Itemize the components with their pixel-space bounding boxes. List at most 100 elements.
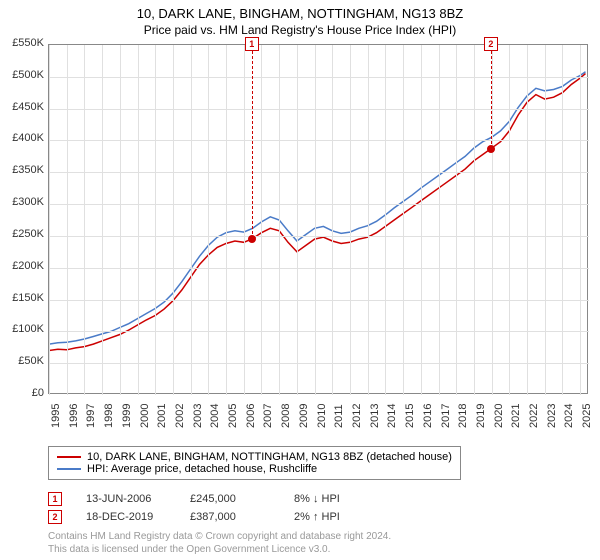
grid-line-h [49, 236, 589, 237]
grid-line-v [191, 45, 192, 395]
tx-marker-box: 2 [484, 37, 498, 51]
grid-line-v [403, 45, 404, 395]
ytick-label: £200K [0, 260, 44, 272]
xtick-label: 1995 [50, 398, 62, 428]
grid-line-v [545, 45, 546, 395]
grid-line-v [385, 45, 386, 395]
tx-date: 13-JUN-2006 [86, 493, 166, 505]
grid-line-v [279, 45, 280, 395]
tx-date: 18-DEC-2019 [86, 511, 166, 523]
xtick-label: 1999 [121, 398, 133, 428]
grid-line-v [509, 45, 510, 395]
xtick-label: 2020 [493, 398, 505, 428]
xtick-label: 1998 [103, 398, 115, 428]
grid-line-v [155, 45, 156, 395]
ytick-label: £550K [0, 37, 44, 49]
chart-title: 10, DARK LANE, BINGHAM, NOTTINGHAM, NG13… [0, 0, 600, 21]
grid-line-h [49, 77, 589, 78]
tx-marker-box: 1 [245, 37, 259, 51]
xtick-label: 2013 [369, 398, 381, 428]
tx-marker-line [491, 51, 492, 148]
footer-line-2: This data is licensed under the Open Gov… [48, 543, 391, 556]
xtick-label: 2024 [563, 398, 575, 428]
grid-line-h [49, 363, 589, 364]
xtick-label: 2008 [280, 398, 292, 428]
legend-label: 10, DARK LANE, BINGHAM, NOTTINGHAM, NG13… [87, 451, 452, 463]
legend-item: 10, DARK LANE, BINGHAM, NOTTINGHAM, NG13… [57, 451, 452, 463]
series-hpi [49, 72, 586, 344]
legend-item: HPI: Average price, detached house, Rush… [57, 463, 452, 475]
xtick-label: 2023 [546, 398, 558, 428]
tx-delta: 2% ↑ HPI [294, 511, 374, 523]
chart-subtitle: Price paid vs. HM Land Registry's House … [0, 21, 600, 37]
legend-label: HPI: Average price, detached house, Rush… [87, 463, 317, 475]
tx-delta: 8% ↓ HPI [294, 493, 374, 505]
ytick-label: £300K [0, 196, 44, 208]
xtick-label: 2009 [298, 398, 310, 428]
xtick-label: 2016 [422, 398, 434, 428]
grid-line-v [244, 45, 245, 395]
legend: 10, DARK LANE, BINGHAM, NOTTINGHAM, NG13… [48, 446, 461, 480]
xtick-label: 2004 [209, 398, 221, 428]
grid-line-v [332, 45, 333, 395]
grid-line-v [102, 45, 103, 395]
grid-line-v [261, 45, 262, 395]
grid-line-v [138, 45, 139, 395]
tx-row-marker: 1 [48, 492, 62, 506]
legend-swatch [57, 456, 81, 458]
transaction-table: 113-JUN-2006£245,0008% ↓ HPI218-DEC-2019… [48, 490, 374, 526]
grid-line-v [297, 45, 298, 395]
grid-line-v [562, 45, 563, 395]
xtick-label: 2025 [581, 398, 593, 428]
grid-line-v [439, 45, 440, 395]
xtick-label: 1997 [85, 398, 97, 428]
ytick-label: £450K [0, 101, 44, 113]
grid-line-v [49, 45, 50, 395]
grid-line-h [49, 140, 589, 141]
xtick-label: 2003 [192, 398, 204, 428]
grid-line-v [84, 45, 85, 395]
xtick-label: 2011 [333, 398, 345, 428]
grid-line-v [456, 45, 457, 395]
grid-line-v [173, 45, 174, 395]
tx-price: £245,000 [190, 493, 270, 505]
legend-swatch [57, 468, 81, 470]
grid-line-v [474, 45, 475, 395]
xtick-label: 2018 [457, 398, 469, 428]
xtick-label: 2015 [404, 398, 416, 428]
chart-lines [49, 45, 589, 395]
xtick-label: 2000 [139, 398, 151, 428]
tx-marker-dot [248, 235, 256, 243]
ytick-label: £250K [0, 228, 44, 240]
xtick-label: 2006 [245, 398, 257, 428]
grid-line-v [67, 45, 68, 395]
xtick-label: 2002 [174, 398, 186, 428]
plot-area: 12 [48, 44, 588, 394]
grid-line-v [208, 45, 209, 395]
grid-line-h [49, 300, 589, 301]
tx-price: £387,000 [190, 511, 270, 523]
xtick-label: 2001 [156, 398, 168, 428]
ytick-label: £50K [0, 355, 44, 367]
ytick-label: £500K [0, 69, 44, 81]
xtick-label: 2017 [440, 398, 452, 428]
ytick-label: £400K [0, 132, 44, 144]
ytick-label: £100K [0, 323, 44, 335]
chart-container: 10, DARK LANE, BINGHAM, NOTTINGHAM, NG13… [0, 0, 600, 560]
grid-line-v [527, 45, 528, 395]
footer-line-1: Contains HM Land Registry data © Crown c… [48, 530, 391, 543]
xtick-label: 2005 [227, 398, 239, 428]
grid-line-h [49, 204, 589, 205]
xtick-label: 2014 [386, 398, 398, 428]
tx-marker-line [252, 51, 253, 239]
grid-line-v [120, 45, 121, 395]
grid-line-h [49, 172, 589, 173]
table-row: 218-DEC-2019£387,0002% ↑ HPI [48, 508, 374, 526]
grid-line-v [368, 45, 369, 395]
xtick-label: 2007 [262, 398, 274, 428]
xtick-label: 1996 [68, 398, 80, 428]
xtick-label: 2012 [351, 398, 363, 428]
ytick-label: £150K [0, 292, 44, 304]
grid-line-h [49, 268, 589, 269]
xtick-label: 2010 [316, 398, 328, 428]
